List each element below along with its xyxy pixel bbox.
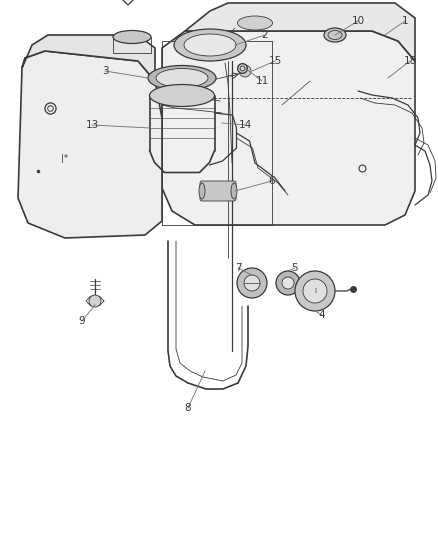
Ellipse shape — [231, 183, 237, 199]
FancyBboxPatch shape — [200, 181, 236, 201]
Text: 5: 5 — [292, 263, 298, 273]
Text: 2: 2 — [261, 30, 268, 40]
Text: 10: 10 — [351, 16, 364, 26]
Text: 15: 15 — [268, 56, 282, 66]
Ellipse shape — [237, 16, 272, 30]
Circle shape — [89, 295, 101, 307]
Text: 7: 7 — [235, 263, 241, 273]
Text: 13: 13 — [85, 120, 99, 130]
Circle shape — [303, 279, 327, 303]
Ellipse shape — [174, 29, 246, 61]
Ellipse shape — [324, 28, 346, 42]
Circle shape — [276, 271, 300, 295]
Text: 4: 4 — [319, 310, 325, 320]
Polygon shape — [162, 31, 415, 225]
Text: |*: |* — [61, 154, 69, 163]
Polygon shape — [18, 51, 162, 238]
Text: 1: 1 — [402, 16, 408, 26]
Circle shape — [237, 268, 267, 298]
Circle shape — [239, 65, 251, 77]
Text: I: I — [314, 288, 316, 294]
Text: 18: 18 — [403, 56, 417, 66]
Text: 14: 14 — [238, 120, 251, 130]
Circle shape — [282, 277, 294, 289]
Ellipse shape — [149, 85, 215, 107]
Polygon shape — [185, 3, 415, 61]
Text: 3: 3 — [102, 66, 108, 76]
Ellipse shape — [184, 34, 236, 56]
Circle shape — [295, 271, 335, 311]
Circle shape — [244, 275, 260, 291]
Text: 11: 11 — [255, 76, 268, 86]
Text: 8: 8 — [185, 403, 191, 413]
Ellipse shape — [113, 30, 151, 44]
Ellipse shape — [148, 66, 216, 91]
Text: 6: 6 — [268, 176, 276, 186]
Text: 9: 9 — [79, 316, 85, 326]
Polygon shape — [22, 35, 155, 81]
Ellipse shape — [199, 183, 205, 199]
Ellipse shape — [156, 69, 208, 87]
